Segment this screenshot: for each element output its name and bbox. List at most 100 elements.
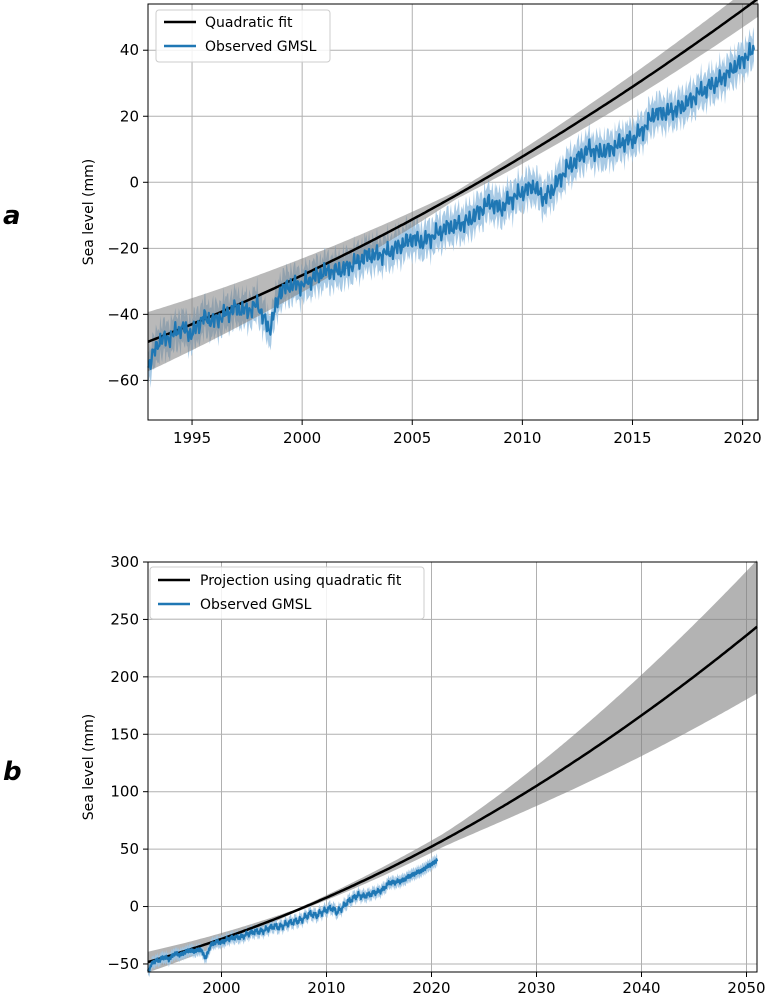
- a-ytick-label-20: 20: [120, 107, 139, 125]
- observed-point-2018.5: [708, 85, 711, 88]
- b-ytick-label-0: 0: [129, 898, 139, 916]
- observed-point-2003: [367, 254, 369, 256]
- a-ytick-label-0: 0: [129, 173, 139, 191]
- observed-point-1996: [213, 320, 215, 322]
- panel-b-legend: Projection using quadratic fit Observed …: [149, 566, 425, 620]
- b-ytick-label-50: 50: [120, 840, 139, 858]
- observed-point-2011: [543, 198, 545, 200]
- legend-label-fit: Quadratic fit: [205, 15, 293, 31]
- a-xtick-label-2000: 2000: [283, 429, 321, 447]
- observed-point-2015.5: [642, 128, 645, 131]
- panel-b-ticks: 2000 2010 2020 2030 2040 2050 −50 0 50 100 150 200 2…: [107, 553, 765, 997]
- a-xtick-label-2005: 2005: [393, 429, 431, 447]
- panel-b-grid: [148, 561, 757, 972]
- b-ytick-label-150: 150: [110, 725, 139, 743]
- observed-point-2000: [301, 284, 303, 286]
- b-xtick-label-2000: 2000: [202, 979, 240, 997]
- observed-point-2013: [587, 148, 590, 150]
- observed-point-2001.5: [334, 270, 336, 273]
- legend-label-observed-b: Observed GMSL: [200, 597, 312, 613]
- observed-gmsl-line: [147, 41, 756, 370]
- b-xtick-label-2010: 2010: [307, 979, 345, 997]
- panel-a-frame: [147, 3, 759, 421]
- observed-point-2012.5: [576, 158, 579, 160]
- observed-point-2016.5: [664, 112, 667, 114]
- observed-point-2004: [389, 251, 391, 253]
- b-xtick-label-2040: 2040: [622, 979, 660, 997]
- b-ytick-label-100: 100: [110, 783, 139, 801]
- observed-point-2017: [675, 109, 678, 111]
- observed-point-2018: [697, 92, 700, 94]
- panel-a-chart: 1995 2000 2005 2010 2015 2020 −60 −40 −20 0 20 40 S…: [3, 0, 762, 447]
- panel-a-legend-box: [155, 9, 331, 63]
- observed-point-2014: [609, 148, 612, 150]
- observed-point-1995: [191, 333, 193, 335]
- legend-label-observed: Observed GMSL: [205, 39, 317, 55]
- observed-point-1994.5: [180, 326, 182, 329]
- panel-a-ticks: 1995 2000 2005 2010 2015 2020 −60 −40 −20 0 20 40: [107, 41, 761, 447]
- quadratic-fit-band: [148, 0, 758, 372]
- observed-point-1993.5: [158, 340, 160, 342]
- panel-b-legend-box: [149, 566, 425, 620]
- observed-point-1999.5: [290, 284, 292, 286]
- observed-point-2014.5: [620, 142, 623, 144]
- observed-uncertainty-band: [148, 27, 754, 388]
- a-xtick-label-2015: 2015: [613, 429, 651, 447]
- observed-point-1998: [257, 303, 259, 306]
- b-xtick-label-2030: 2030: [517, 979, 555, 997]
- observed-point-1996.5: [224, 313, 226, 315]
- observed-gmsl-line-b: [147, 858, 439, 973]
- observed-point-2004.5: [400, 244, 402, 246]
- b-ytick-label-200: 200: [110, 668, 139, 686]
- observed-point-1997: [235, 307, 237, 309]
- observed-point-2009.5: [510, 198, 512, 200]
- observed-point-1994: [169, 336, 171, 339]
- a-xtick-label-1995: 1995: [173, 429, 211, 447]
- panel-b-bands: [148, 560, 757, 978]
- panel-a-ylabel: Sea level (mm): [81, 159, 97, 265]
- observed-point-2017.5: [686, 102, 689, 104]
- a-ytick-label--40: −40: [107, 305, 139, 323]
- observed-point-2008: [477, 211, 479, 213]
- observed-point-2010.5: [532, 184, 534, 187]
- panel-a-legend: Quadratic fit Observed GMSL: [155, 9, 331, 63]
- observed-point-2008.5: [488, 201, 490, 203]
- observed-point-2011.5: [554, 184, 557, 187]
- a-xtick-label-2010: 2010: [503, 429, 541, 447]
- observed-point-1998.5: [268, 330, 270, 332]
- panel-b-lines: [147, 625, 758, 973]
- observed-point-2015: [631, 138, 634, 140]
- panel-b-letter: b: [3, 757, 22, 787]
- a-ytick-label--60: −60: [107, 371, 139, 389]
- observed-point-2019.5: [730, 69, 733, 71]
- observed-point-2002: [345, 267, 347, 269]
- panel-b-ylabel: Sea level (mm): [81, 714, 97, 820]
- observed-point-1999: [279, 290, 281, 292]
- observed-point-2016: [653, 112, 656, 114]
- projection-band: [148, 560, 757, 973]
- observed-point-2002.5: [356, 260, 358, 263]
- observed-point-2010: [521, 191, 523, 193]
- b-ytick-label--50: −50: [107, 955, 139, 973]
- panel-b-chart: 2000 2010 2020 2030 2040 2050 −50 0 50 100 150 200 2…: [3, 553, 766, 997]
- observed-point-2005: [411, 237, 413, 240]
- panel-a-lines: [147, 0, 759, 370]
- a-ytick-label-40: 40: [120, 41, 139, 59]
- observed-point-2001: [323, 270, 325, 273]
- observed-point-2007: [455, 224, 457, 226]
- observed-point-2006.5: [444, 227, 446, 230]
- projection-line: [147, 625, 758, 964]
- panel-a-bands: [148, 0, 758, 388]
- legend-label-projection: Projection using quadratic fit: [200, 573, 402, 589]
- observed-point-2006: [433, 234, 435, 236]
- b-ytick-label-300: 300: [110, 553, 139, 571]
- observed-point-1997.5: [246, 310, 248, 312]
- a-ytick-label--20: −20: [107, 239, 139, 257]
- observed-point-2005.5: [422, 241, 424, 243]
- observed-uncertainty-band-b: [148, 853, 438, 978]
- observed-point-2000.5: [312, 277, 314, 279]
- a-xtick-label-2020: 2020: [723, 429, 761, 447]
- quadratic-fit-line: [147, 0, 759, 343]
- observed-point-1995.5: [202, 317, 204, 319]
